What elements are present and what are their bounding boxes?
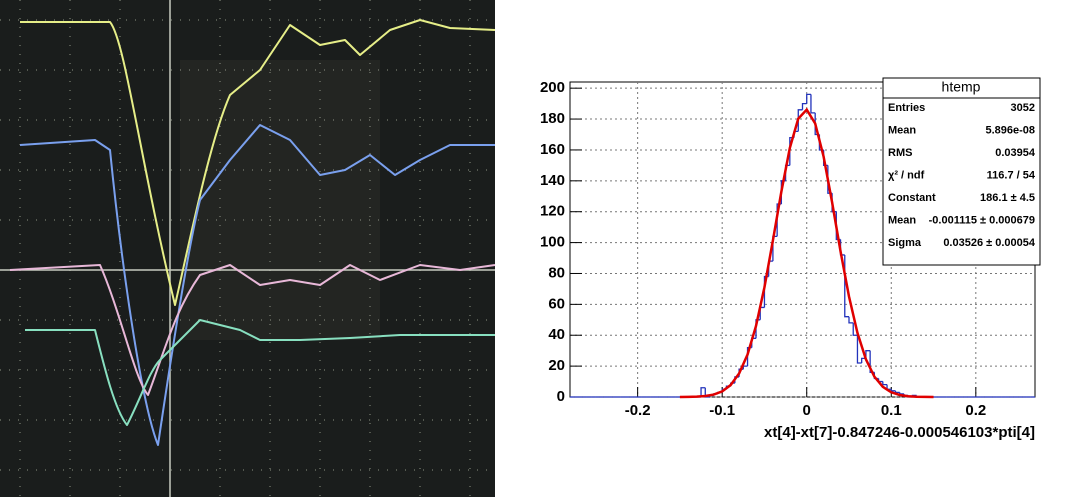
reflection xyxy=(180,60,380,340)
stats-label: χ² / ndf xyxy=(888,169,925,181)
x-tick-label: 0.1 xyxy=(881,402,902,419)
histogram-bin xyxy=(856,335,862,364)
y-tick-label: 180 xyxy=(540,110,565,127)
trace-pink xyxy=(9,264,496,396)
stats-label: RMS xyxy=(888,147,912,159)
x-tick-label: -0.1 xyxy=(709,402,735,419)
histogram-bin xyxy=(700,387,706,397)
stats-box: htemp Entries 3052 Mean 5.896e-08 RMS 0.03954… xyxy=(882,77,1041,266)
stats-frame xyxy=(882,77,1041,266)
histogram-bin xyxy=(797,109,803,132)
stats-value: 3052 xyxy=(1011,102,1035,114)
stats-value: -0.001115 ± 0.000679 xyxy=(929,214,1035,226)
histogram-bin xyxy=(755,319,761,339)
histogram-bin xyxy=(801,102,807,110)
stats-value: 186.1 ± 4.5 xyxy=(980,192,1035,204)
stats-value: 0.03954 xyxy=(995,147,1036,159)
y-tick-label: 160 xyxy=(540,141,565,158)
stats-value: 116.7 / 54 xyxy=(987,169,1036,181)
stats-label: Sigma xyxy=(888,237,922,249)
stats-label: Mean xyxy=(888,124,916,136)
stats-value: 0.03526 ± 0.00054 xyxy=(943,237,1036,249)
stats-label: Entries xyxy=(888,102,925,114)
y-tick-label: 20 xyxy=(548,357,565,374)
stats-label: Mean xyxy=(888,214,916,226)
y-tick-label: 40 xyxy=(548,326,565,343)
y-tick-label: 200 xyxy=(540,79,565,96)
y-tick-label: 60 xyxy=(548,295,565,312)
histogram-bin xyxy=(852,322,858,336)
trace-blue xyxy=(19,124,495,446)
y-tick-label: 80 xyxy=(548,264,565,281)
stats-value: 5.896e-08 xyxy=(985,124,1035,136)
x-tick-label: 0 xyxy=(803,402,811,419)
y-tick-label: 0 xyxy=(557,388,565,405)
y-tick-label: 120 xyxy=(540,203,565,220)
histogram-bin xyxy=(810,94,816,114)
histogram-bin xyxy=(806,93,811,104)
stats-title: htemp xyxy=(942,79,981,95)
x-tick-label: -0.2 xyxy=(625,402,651,419)
histogram-bin xyxy=(882,381,888,386)
stats-label: Constant xyxy=(888,192,936,204)
trace-green xyxy=(25,319,495,426)
trace-yellow xyxy=(20,19,496,306)
x-axis-label: xt[4]-xt[7]-0.847246-0.000546103*pti[4] xyxy=(764,424,1035,441)
oscilloscope xyxy=(0,0,496,497)
y-tick-label: 100 xyxy=(540,234,565,251)
y-tick-label: 140 xyxy=(540,172,565,189)
x-tick-label: 0.2 xyxy=(965,402,986,419)
histogram-bin xyxy=(848,316,854,324)
fit-curve xyxy=(679,107,934,399)
